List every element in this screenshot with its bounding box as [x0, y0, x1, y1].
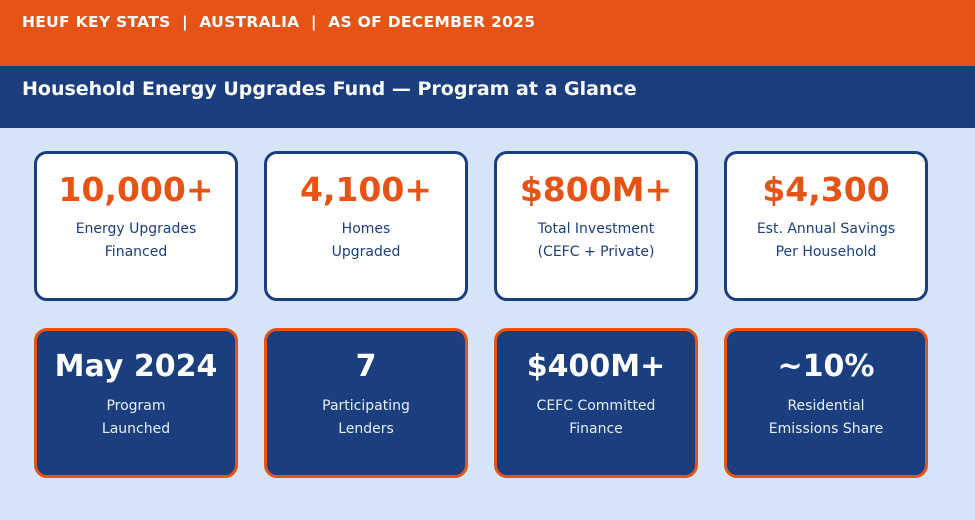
stat-value: $4,300 — [762, 170, 890, 209]
stat-label-line: Lenders — [338, 421, 394, 437]
stat-label-line: Participating — [322, 398, 410, 414]
banner: HEUF KEY STATS | AUSTRALIA | AS OF DECEM… — [0, 0, 975, 66]
stat-label-line: Finance — [569, 421, 623, 437]
stat-label-line: Est. Annual Savings — [756, 221, 896, 237]
stat-label-line: Upgraded — [331, 244, 401, 260]
stat-card: $400M+ CEFC Committed Finance — [494, 328, 698, 478]
stat-value: $800M+ — [519, 170, 673, 209]
page-title: Household Energy Upgrades Fund — Program… — [22, 78, 637, 100]
stat-value: 10,000+ — [58, 170, 214, 209]
stat-value: May 2024 — [54, 349, 218, 384]
stat-label-line: Residential — [787, 398, 865, 414]
stat-value: 7 — [355, 349, 377, 384]
stat-label-line: CEFC Committed — [536, 398, 656, 414]
stat-value: ~10% — [777, 349, 875, 384]
title-bar: Household Energy Upgrades Fund — Program… — [0, 66, 975, 128]
stat-label: CEFC Committed Finance — [497, 395, 695, 441]
stat-label-line: Launched — [101, 421, 171, 437]
stat-label-line: Per Household — [775, 244, 877, 260]
stat-card: 10,000+ Energy Upgrades Financed — [34, 151, 238, 301]
stat-label-line: Financed — [104, 244, 168, 260]
stat-label-line: Total Investment — [537, 221, 655, 237]
stat-label-line: Energy Upgrades — [75, 221, 197, 237]
stat-label-line: Emissions Share — [768, 421, 884, 437]
stat-label: Energy Upgrades Financed — [37, 218, 235, 264]
stat-label: Est. Annual Savings Per Household — [727, 218, 925, 264]
stat-card: $800M+ Total Investment (CEFC + Private) — [494, 151, 698, 301]
stat-label: Residential Emissions Share — [727, 395, 925, 441]
stat-label: Participating Lenders — [267, 395, 465, 441]
stat-label: Program Launched — [37, 395, 235, 441]
stat-label: Total Investment (CEFC + Private) — [497, 218, 695, 264]
stat-card: ~10% Residential Emissions Share — [724, 328, 928, 478]
stat-value: $400M+ — [526, 349, 666, 384]
stat-card: $4,300 Est. Annual Savings Per Household — [724, 151, 928, 301]
stat-label: Homes Upgraded — [267, 218, 465, 264]
stat-card: 4,100+ Homes Upgraded — [264, 151, 468, 301]
stat-label-line: Homes — [341, 221, 391, 237]
stat-card: 7 Participating Lenders — [264, 328, 468, 478]
stat-value: 4,100+ — [299, 170, 433, 209]
banner-text: HEUF KEY STATS | AUSTRALIA | AS OF DECEM… — [22, 13, 536, 31]
stat-label-line: Program — [106, 398, 166, 414]
stat-label-line: (CEFC + Private) — [537, 244, 655, 260]
stat-card: May 2024 Program Launched — [34, 328, 238, 478]
